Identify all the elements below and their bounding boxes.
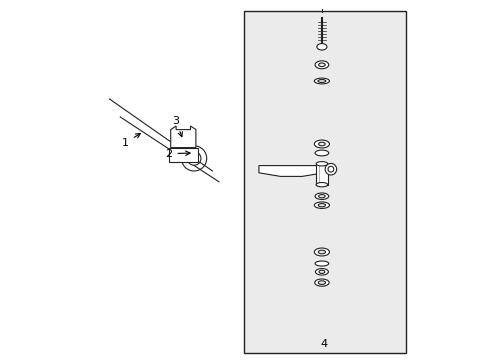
Ellipse shape — [314, 140, 329, 148]
FancyBboxPatch shape — [168, 148, 197, 162]
Ellipse shape — [317, 80, 325, 82]
Text: 4: 4 — [320, 339, 326, 349]
Ellipse shape — [318, 281, 325, 284]
Polygon shape — [109, 99, 219, 182]
Ellipse shape — [314, 279, 328, 286]
FancyBboxPatch shape — [316, 164, 327, 185]
Ellipse shape — [318, 250, 325, 254]
Ellipse shape — [187, 152, 201, 165]
Ellipse shape — [325, 163, 336, 175]
Text: 3: 3 — [172, 116, 182, 137]
Ellipse shape — [314, 150, 328, 156]
Ellipse shape — [314, 61, 328, 69]
Polygon shape — [258, 166, 323, 176]
Ellipse shape — [314, 248, 329, 256]
Ellipse shape — [327, 166, 333, 172]
Ellipse shape — [314, 78, 329, 84]
FancyBboxPatch shape — [244, 11, 406, 353]
Ellipse shape — [318, 194, 325, 198]
Ellipse shape — [181, 146, 206, 171]
Ellipse shape — [315, 269, 328, 275]
Ellipse shape — [318, 63, 325, 67]
Ellipse shape — [316, 44, 326, 50]
Ellipse shape — [316, 183, 327, 187]
Text: 2: 2 — [165, 149, 190, 159]
Ellipse shape — [318, 142, 325, 146]
Ellipse shape — [314, 202, 329, 208]
Ellipse shape — [318, 270, 324, 274]
Ellipse shape — [316, 162, 327, 166]
Ellipse shape — [314, 193, 328, 199]
Polygon shape — [170, 126, 196, 148]
Text: 1: 1 — [122, 134, 140, 148]
Ellipse shape — [318, 204, 325, 207]
Ellipse shape — [314, 261, 328, 266]
